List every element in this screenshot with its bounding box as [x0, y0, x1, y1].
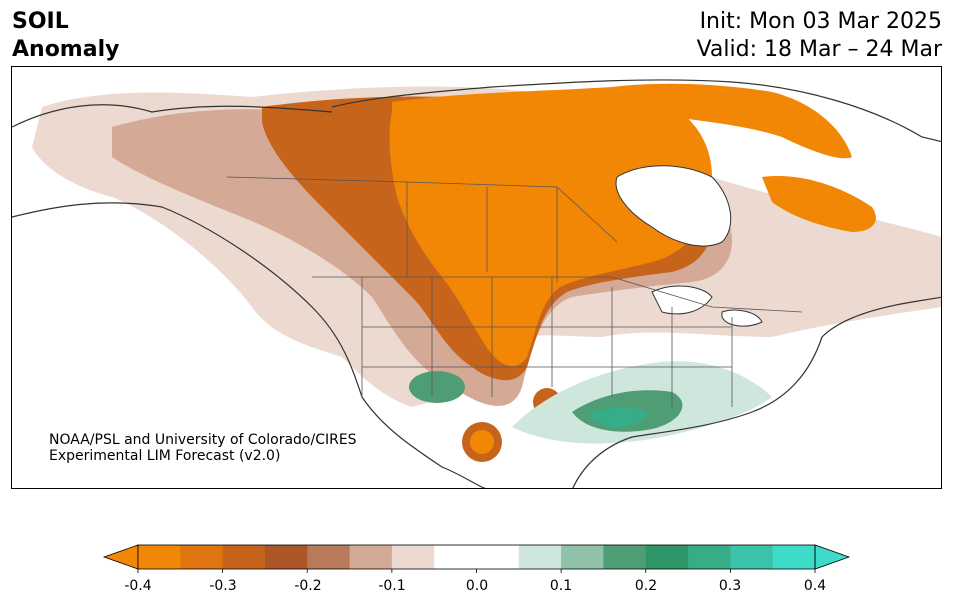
colorbar-tick: -0.4: [124, 578, 152, 594]
political-borders: [226, 176, 803, 407]
colorbar-tick: -0.2: [294, 578, 322, 594]
colorbar-segment: [391, 545, 435, 569]
source-credit: NOAA/PSL and University of Colorado/CIRE…: [49, 432, 357, 464]
anomaly-map: NOAA/PSL and University of Colorado/CIRE…: [11, 66, 942, 489]
dry-faint-east: [712, 216, 937, 329]
valid-range: Valid: 18 Mar – 24 Mar: [696, 37, 942, 62]
colorbar-segment: [180, 545, 224, 569]
colorbar-segment: [645, 545, 689, 569]
map-canvas: [12, 79, 941, 488]
great-lakes: [651, 285, 763, 327]
product-title: SOIL Anomaly: [12, 8, 119, 64]
colorbar-tick: 0.4: [803, 578, 827, 594]
init-date: Init: Mon 03 Mar 2025: [699, 9, 942, 34]
forecast-dates: Init: Mon 03 Mar 2025 Valid: 18 Mar – 24…: [697, 8, 942, 64]
colorbar-tick: -0.1: [378, 578, 406, 594]
dry-strong-labrador: [762, 176, 876, 232]
colorbar-segment: [476, 545, 520, 569]
colorbar-segment: [222, 545, 266, 569]
dry-strong-core: [389, 87, 712, 367]
colorbar-segment: [138, 545, 181, 569]
colorbar-segment: [561, 545, 604, 569]
colorbar-segment: [307, 545, 351, 569]
colorbar-extend-max: [814, 544, 851, 570]
colorbar-segment: [603, 545, 647, 569]
colorbar-segment: [772, 545, 816, 569]
colorbar-segment: [434, 545, 477, 569]
colorbar-tick: 0.1: [549, 578, 573, 594]
coastlines: [12, 79, 941, 488]
colorbar-tick: -0.3: [209, 578, 237, 594]
colorbar-frame: [137, 544, 816, 570]
colorbar-tick: 0.2: [634, 578, 658, 594]
title-line-2: Anomaly: [12, 37, 120, 62]
dry-spot-sw-core: [470, 430, 494, 454]
colorbar-segment: [518, 545, 562, 569]
colorbar-tick: 0.3: [718, 578, 742, 594]
wet-strong-area: [587, 407, 647, 428]
hudson-bay: [615, 165, 732, 247]
credit-line-2: Experimental LIM Forecast (v2.0): [49, 448, 281, 464]
colorbar-extend-min: [102, 544, 139, 570]
wet-area-west: [409, 371, 465, 403]
colorbar-segment: [730, 545, 774, 569]
colorbar-segment: [349, 545, 393, 569]
colorbar-segment: [264, 545, 308, 569]
dry-strong-arctic: [612, 83, 852, 159]
colorbar-tick: 0.0: [465, 578, 489, 594]
colorbar-segment: [688, 545, 731, 569]
credit-line-1: NOAA/PSL and University of Colorado/CIRE…: [49, 432, 357, 448]
title-line-1: SOIL: [12, 9, 69, 34]
